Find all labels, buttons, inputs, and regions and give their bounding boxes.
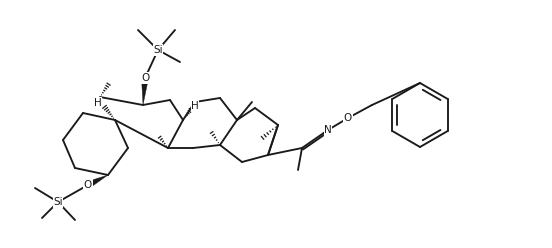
Text: Si: Si [53, 197, 63, 207]
Text: O: O [84, 180, 92, 190]
Text: H: H [94, 98, 102, 108]
Text: H: H [191, 101, 199, 111]
Text: O: O [141, 73, 149, 83]
Text: Si: Si [153, 45, 163, 55]
Text: O: O [344, 113, 352, 123]
Polygon shape [87, 175, 108, 188]
Polygon shape [141, 78, 148, 105]
Text: N: N [324, 125, 332, 135]
